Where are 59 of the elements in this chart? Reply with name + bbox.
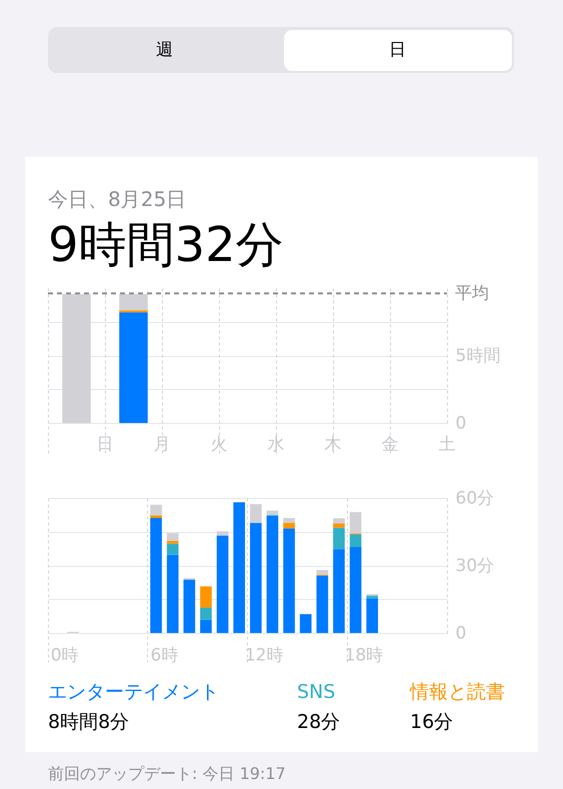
bar (150, 515, 162, 518)
x-tick-label: 金 (382, 434, 398, 454)
x-tick-label: 12時 (244, 646, 284, 666)
y-tick-label: 60分 (456, 488, 494, 508)
x-tick-label: 水 (268, 434, 284, 454)
bar (183, 580, 196, 633)
bar (150, 518, 162, 633)
bar (216, 531, 228, 536)
x-tick-label: 月 (154, 434, 170, 454)
y-tick-label: 0 (456, 414, 466, 434)
bar (350, 547, 362, 633)
bar (350, 534, 362, 548)
bar (266, 510, 278, 516)
y-tick-label: 5時間 (456, 346, 500, 366)
bar (366, 598, 378, 633)
y-tick-label: 30分 (456, 556, 494, 576)
text: 16分 (410, 711, 454, 733)
bar (200, 620, 212, 633)
bar (200, 608, 212, 620)
bar (283, 528, 295, 633)
x-tick-label: 火 (210, 434, 228, 454)
bar (316, 576, 328, 633)
chart-subtitle: 今日、8月25日 (48, 187, 186, 211)
bar (150, 504, 162, 516)
x-tick-label: 木 (324, 434, 342, 454)
text: 8時間8分 (48, 711, 130, 733)
bar (166, 554, 179, 633)
chart-title: 9時間32分 (48, 217, 284, 273)
text: 28分 (297, 711, 340, 733)
bar (283, 522, 295, 528)
bar (366, 596, 378, 598)
x-tick-label: 6時 (150, 646, 178, 666)
text: 日 (389, 40, 406, 60)
bar (283, 518, 295, 523)
ref-line-label: 平均 (455, 283, 489, 304)
x-tick-label: 0時 (50, 646, 79, 666)
bar (300, 614, 312, 633)
bar (316, 570, 328, 575)
bar (166, 533, 179, 541)
bar (333, 518, 345, 524)
bar (333, 523, 345, 528)
y-tick-label: 0 (456, 624, 466, 644)
bar (216, 536, 228, 633)
bar (333, 528, 345, 550)
bar (250, 504, 262, 523)
text: 前回のアップデート: 今日 19:17 (48, 764, 286, 783)
bar (266, 516, 278, 633)
bar (200, 586, 212, 608)
text: 週 (156, 40, 173, 60)
text: SNS (297, 681, 336, 703)
bar (333, 549, 345, 633)
text: エンターテイメント (48, 681, 219, 703)
x-tick-label: 18時 (344, 646, 384, 666)
text: 情報と読書 (409, 681, 505, 703)
x-tick-label: 土 (438, 434, 456, 454)
x-tick-label: 日 (96, 434, 114, 454)
bar (250, 522, 262, 633)
bar (233, 502, 246, 633)
bar (166, 544, 179, 555)
